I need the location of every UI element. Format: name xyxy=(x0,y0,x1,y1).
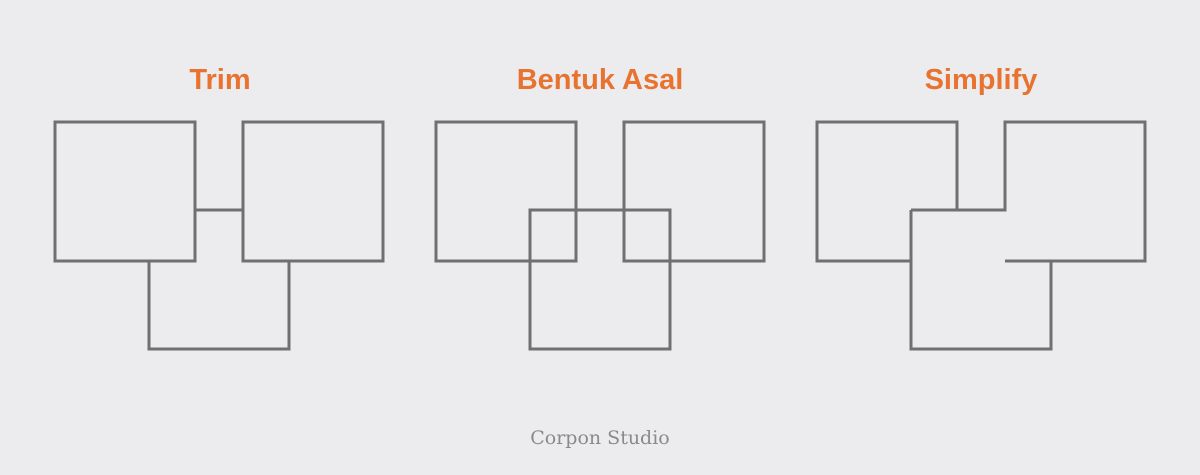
simplify-shapes xyxy=(815,120,1147,351)
trim-shapes xyxy=(53,120,385,351)
original-shapes xyxy=(434,120,766,351)
panel-title-trim: Trim xyxy=(189,64,251,96)
original-right-square xyxy=(622,120,766,263)
footer-credit: Corpon Studio xyxy=(530,427,670,449)
trim-right-square xyxy=(241,120,385,263)
original-left-square xyxy=(434,120,578,263)
trim-bottom-square xyxy=(147,261,291,351)
panel-title-original: Bentuk Asal xyxy=(516,64,684,96)
trim-left-square xyxy=(53,120,197,263)
simplify-outline xyxy=(815,120,1147,351)
original-bottom-square xyxy=(528,208,672,351)
panel-title-simplify: Simplify xyxy=(924,64,1038,96)
